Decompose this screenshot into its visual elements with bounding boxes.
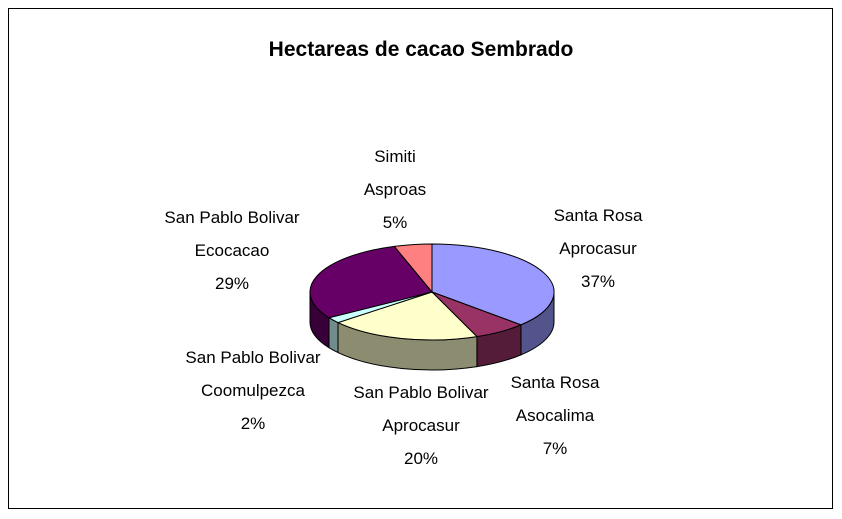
slice bbox=[431, 243, 555, 326]
slice-category: Santa Rosa Aprocasur bbox=[553, 206, 643, 258]
slice-label: Santa Rosa Aprocasur 37% bbox=[498, 199, 698, 298]
slice-label: San Pablo Bolivar Ecocacao 29% bbox=[132, 201, 332, 300]
slice-category: Simiti Asproas bbox=[363, 147, 427, 199]
slice-label: San Pablo Bolivar Aprocasur 20% bbox=[321, 376, 521, 475]
slice bbox=[309, 245, 433, 319]
slice-value-label: 2% bbox=[240, 414, 266, 433]
slice-value-label: 7% bbox=[542, 439, 568, 458]
slice-value-label: 20% bbox=[403, 449, 439, 468]
chart-title: Hectareas de cacao Sembrado bbox=[268, 38, 574, 61]
chart-frame bbox=[8, 8, 833, 509]
slice-category: San Pablo Bolivar Ecocacao bbox=[164, 208, 300, 260]
slice-label: San Pablo Bolivar Coomulpezca 2% bbox=[153, 341, 353, 440]
slice-category: San Pablo Bolivar Coomulpezca bbox=[185, 348, 321, 400]
slice-value-label: 5% bbox=[382, 213, 408, 232]
slice bbox=[336, 291, 478, 341]
slice bbox=[393, 243, 433, 294]
slice-label: Santa Rosa Asocalima 7% bbox=[455, 366, 655, 465]
slice-value-label: 29% bbox=[214, 274, 250, 293]
slice-category: Santa Rosa Asocalima bbox=[510, 373, 600, 425]
slice-label: Simiti Asproas 5% bbox=[295, 140, 495, 239]
slice-value-label: 37% bbox=[580, 272, 616, 291]
slice-category: San Pablo Bolivar Aprocasur bbox=[353, 383, 489, 435]
